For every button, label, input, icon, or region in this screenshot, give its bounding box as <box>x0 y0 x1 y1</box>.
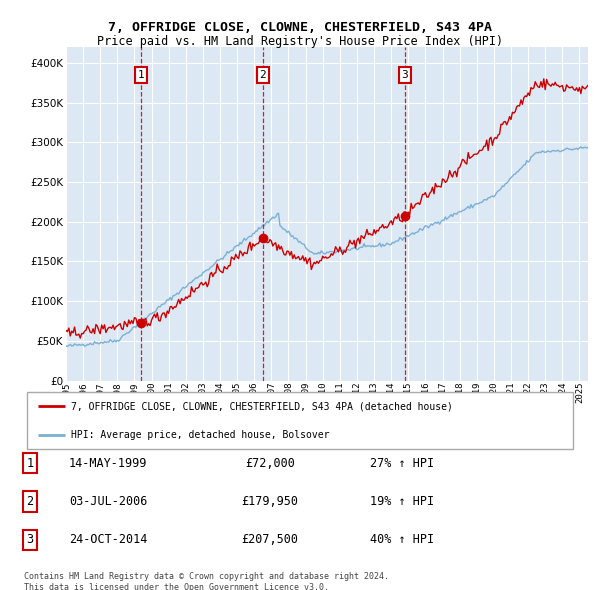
Text: 19% ↑ HPI: 19% ↑ HPI <box>370 495 434 508</box>
Text: 40% ↑ HPI: 40% ↑ HPI <box>370 533 434 546</box>
Text: 7, OFFRIDGE CLOSE, CLOWNE, CHESTERFIELD, S43 4PA (detached house): 7, OFFRIDGE CLOSE, CLOWNE, CHESTERFIELD,… <box>71 401 453 411</box>
Text: £179,950: £179,950 <box>241 495 299 508</box>
Text: 3: 3 <box>401 70 409 80</box>
Text: HPI: Average price, detached house, Bolsover: HPI: Average price, detached house, Bols… <box>71 430 329 440</box>
FancyBboxPatch shape <box>27 392 573 449</box>
Text: 03-JUL-2006: 03-JUL-2006 <box>69 495 147 508</box>
Text: 3: 3 <box>26 533 34 546</box>
Text: 7, OFFRIDGE CLOSE, CLOWNE, CHESTERFIELD, S43 4PA: 7, OFFRIDGE CLOSE, CLOWNE, CHESTERFIELD,… <box>108 21 492 34</box>
Text: 2: 2 <box>259 70 266 80</box>
Text: 27% ↑ HPI: 27% ↑ HPI <box>370 457 434 470</box>
Text: 1: 1 <box>137 70 144 80</box>
Text: 2: 2 <box>26 495 34 508</box>
Text: £72,000: £72,000 <box>245 457 295 470</box>
Text: £207,500: £207,500 <box>241 533 299 546</box>
Text: 1: 1 <box>26 457 34 470</box>
Text: Contains HM Land Registry data © Crown copyright and database right 2024.
This d: Contains HM Land Registry data © Crown c… <box>24 572 389 590</box>
Text: 14-MAY-1999: 14-MAY-1999 <box>69 457 147 470</box>
Text: Price paid vs. HM Land Registry's House Price Index (HPI): Price paid vs. HM Land Registry's House … <box>97 35 503 48</box>
Text: 24-OCT-2014: 24-OCT-2014 <box>69 533 147 546</box>
